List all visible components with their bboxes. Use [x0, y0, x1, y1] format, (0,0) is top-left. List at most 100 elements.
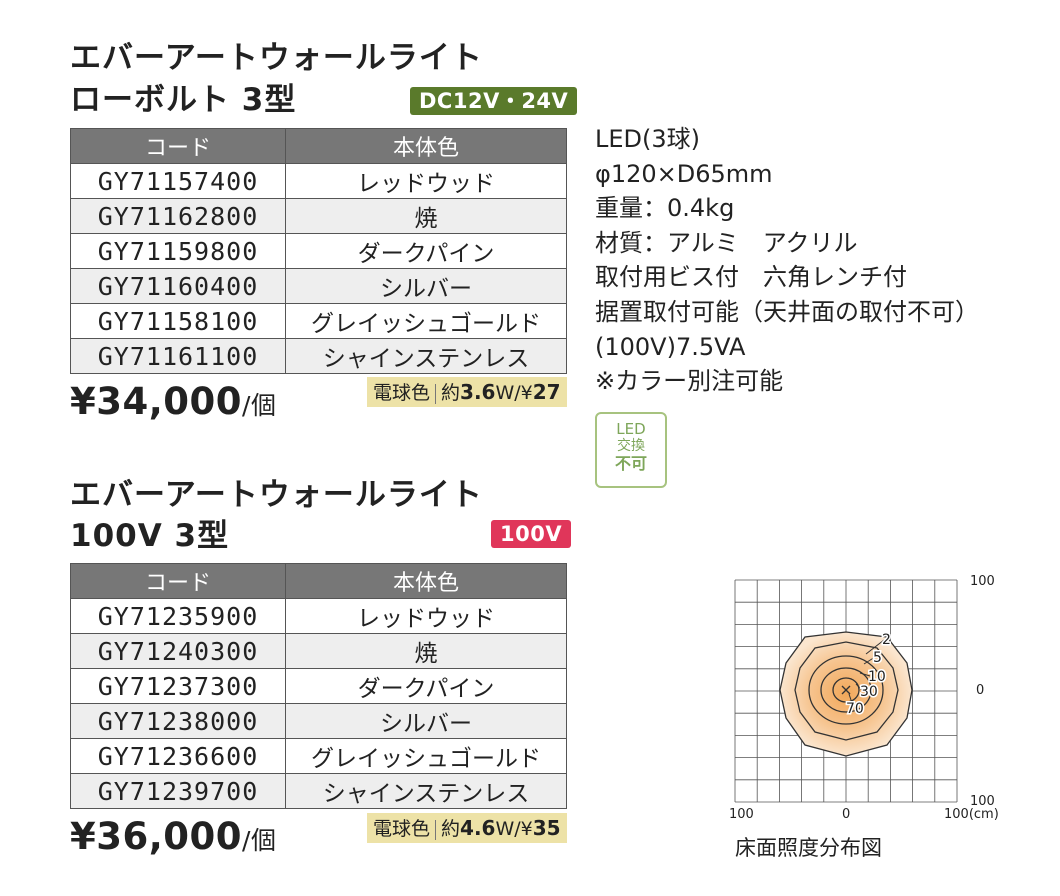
- product-code: GY71162800: [70, 198, 286, 234]
- body-color: グレイッシュゴールド: [285, 303, 567, 339]
- leader-2: [865, 639, 885, 655]
- voltage-badge: DC12V・24V: [410, 87, 578, 115]
- spec-item: (100V)7.5VA: [595, 332, 746, 361]
- leader-30: [855, 683, 863, 691]
- axis-label-bottom-right: 100(cm): [944, 807, 999, 822]
- contour-5: [794, 641, 899, 741]
- body-color: ダークパイン: [285, 233, 567, 269]
- power-tag: 電球色 約4.6W/¥35: [367, 813, 567, 843]
- contour-label: 70: [846, 701, 864, 717]
- spec-item: φ120×D65mm: [595, 159, 773, 188]
- product-title-line2: ローボルト 3型: [70, 82, 297, 118]
- contour-label: 10: [868, 669, 886, 685]
- power-tag: 電球色 約3.6W/¥27: [367, 377, 567, 407]
- price: ¥36,000/個: [70, 815, 276, 858]
- leader-10: [859, 672, 871, 677]
- price-value: ¥34,000: [70, 380, 243, 423]
- product-code: GY71236600: [70, 738, 286, 774]
- product-title-line2: 100V 3型: [70, 518, 230, 554]
- led-badge-line: LED: [616, 420, 646, 438]
- price-value: ¥36,000: [70, 815, 243, 858]
- divider: [435, 383, 437, 404]
- spec-item: LED(3球): [595, 125, 701, 153]
- code-column-header: コード: [70, 563, 286, 599]
- power-cost: 27: [532, 380, 561, 404]
- product-title-line1: エバーアートウォールライト: [70, 40, 483, 76]
- axis-label-bottom-middle: 0: [842, 807, 850, 822]
- axis-label-right-middle: 0: [976, 683, 984, 698]
- contour-2: [779, 631, 913, 757]
- table-row: GY71235900 レッドウッド: [70, 598, 567, 634]
- table-row: GY71161100 シャインステンレス: [70, 338, 567, 374]
- product-code: GY71235900: [70, 598, 286, 634]
- body-color: レッドウッド: [285, 163, 567, 199]
- table-row: GY71160400 シルバー: [70, 268, 567, 304]
- body-color: レッドウッド: [285, 598, 567, 634]
- voltage-badge: 100V: [491, 520, 572, 548]
- body-color: シルバー: [285, 268, 567, 304]
- leader-5: [863, 656, 876, 665]
- table-row: GY71159800 ダークパイン: [70, 233, 567, 269]
- body-color: 焼: [285, 633, 567, 669]
- body-color: シャインステンレス: [285, 773, 567, 809]
- table-row: GY71158100 グレイッシュゴールド: [70, 303, 567, 339]
- product-code: GY71237300: [70, 668, 286, 704]
- axis-label-right-bottom: 100: [970, 794, 995, 809]
- led-badge-line: 不可: [614, 454, 647, 473]
- body-color: シルバー: [285, 703, 567, 739]
- power-prefix: 約: [441, 818, 461, 840]
- table-row: GY71239700 シャインステンレス: [70, 773, 567, 809]
- product-code-table: コード 本体色 GY71157400 レッドウッド GY71162800 焼 GY7…: [70, 128, 567, 374]
- contour-70: [832, 677, 860, 703]
- power-unit: W/¥: [495, 818, 533, 840]
- price-unit: /個: [242, 826, 277, 855]
- spec-list: LED(3球) φ120×D65mm 重量：0.4kg 材質：アルミ アクリル …: [595, 122, 979, 399]
- body-color: シャインステンレス: [285, 338, 567, 374]
- product-code: GY71238000: [70, 703, 286, 739]
- table-row: GY71240300 焼: [70, 633, 567, 669]
- led-badge-line: 交換: [617, 438, 645, 454]
- spec-item: 材質：アルミ アクリル: [595, 228, 858, 257]
- center-mark: [841, 685, 851, 695]
- price-unit: /個: [242, 391, 277, 420]
- contour-10: [808, 655, 884, 725]
- power-value: 4.6: [460, 816, 496, 840]
- table-row: GY71236600 グレイッシュゴールド: [70, 738, 567, 774]
- contour-30: [820, 667, 872, 713]
- product-code: GY71157400: [70, 163, 286, 199]
- product-code: GY71159800: [70, 233, 286, 269]
- contour-label: 5: [873, 650, 882, 666]
- lamp-color: 電球色: [373, 382, 431, 404]
- code-column-header: コード: [70, 128, 286, 164]
- power-cost: 35: [532, 816, 561, 840]
- contour-label: 2: [882, 632, 891, 648]
- table-row: GY71237300 ダークパイン: [70, 668, 567, 704]
- body-color: グレイッシュゴールド: [285, 738, 567, 774]
- product-title-line1: エバーアートウォールライト: [70, 477, 483, 513]
- axis-label-bottom-left: 100: [729, 807, 754, 822]
- spec-item: ※カラー別注可能: [595, 367, 784, 396]
- color-column-header: 本体色: [285, 563, 567, 599]
- lamp-color: 電球色: [373, 818, 431, 840]
- table-row: GY71238000 シルバー: [70, 703, 567, 739]
- spec-item: 重量：0.4kg: [595, 194, 735, 223]
- product-code: GY71239700: [70, 773, 286, 809]
- contour-label: 30: [860, 684, 878, 700]
- axis-label-right-top: 100: [970, 574, 995, 589]
- diagram-grid: [734, 579, 958, 803]
- body-color: ダークパイン: [285, 668, 567, 704]
- table-row: GY71157400 レッドウッド: [70, 163, 567, 199]
- spec-item: 取付用ビス付 六角レンチ付: [595, 263, 907, 292]
- product-code: GY71161100: [70, 338, 286, 374]
- color-column-header: 本体色: [285, 128, 567, 164]
- power-unit: W/¥: [495, 382, 533, 404]
- divider: [435, 819, 437, 840]
- price: ¥34,000/個: [70, 380, 276, 423]
- leader-70: [848, 693, 853, 704]
- power-value: 3.6: [460, 380, 496, 404]
- spec-item: 据置取付可能（天井面の取付不可）: [595, 297, 979, 326]
- body-color: 焼: [285, 198, 567, 234]
- product-code-table: コード 本体色 GY71235900 レッドウッド GY71240300 焼 GY7…: [70, 563, 567, 809]
- product-code: GY71160400: [70, 268, 286, 304]
- product-code: GY71240300: [70, 633, 286, 669]
